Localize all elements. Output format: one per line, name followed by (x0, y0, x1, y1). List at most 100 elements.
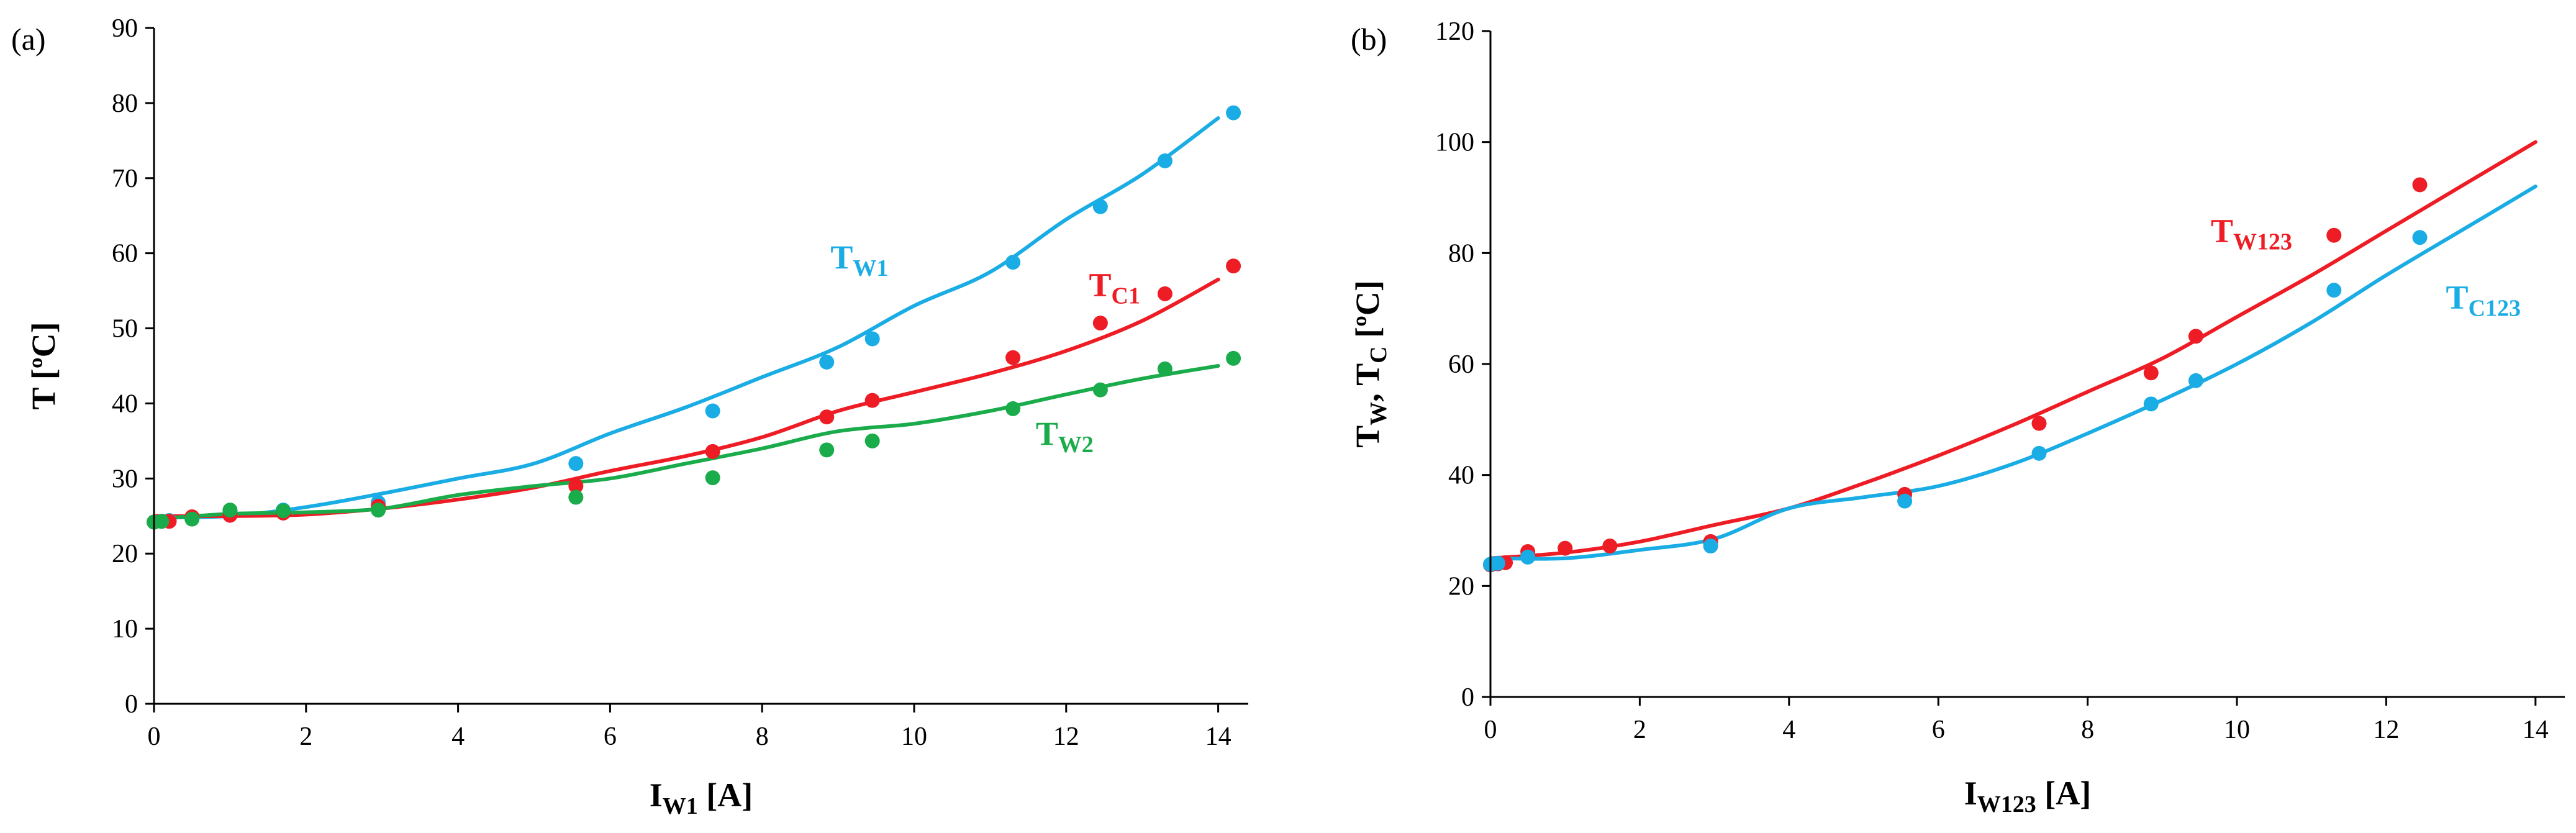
data-point-tw2 (568, 489, 584, 505)
y-tick-label: 80 (1448, 239, 1474, 268)
series-line-tw1 (152, 116, 1220, 520)
data-point-tw2 (1005, 401, 1021, 416)
x-tick-label: 4 (451, 722, 465, 751)
data-point-tc1 (705, 444, 720, 459)
x-tick-label: 14 (2523, 716, 2549, 744)
data-point-tc1 (1005, 350, 1021, 365)
data-point-tw2 (1226, 350, 1241, 366)
data-point-tc1 (1226, 258, 1241, 274)
x-tick-label: 12 (2373, 716, 2399, 744)
y-tick-label: 40 (112, 389, 138, 418)
data-point-tw123 (2188, 329, 2203, 344)
data-point-tc123 (1520, 549, 1536, 565)
x-tick-label: 14 (1205, 722, 1231, 751)
x-tick-label: 4 (1782, 716, 1795, 744)
series-label-tc1: TC1 (1089, 266, 1140, 309)
y-tick-label: 120 (1435, 17, 1474, 46)
panel-b-y-axis-title: TW, TC [ºC] (1349, 280, 1392, 448)
data-point-tw1 (1226, 105, 1241, 121)
x-tick-label: 0 (148, 722, 161, 751)
y-tick-label: 0 (125, 690, 138, 719)
data-point-tw123 (2326, 227, 2342, 243)
data-point-tc1 (568, 478, 584, 494)
x-tick-label: 8 (756, 722, 769, 751)
data-point-tc123 (1897, 493, 1913, 509)
series-line-tw2 (152, 364, 1220, 521)
panel-a-x-axis-title-sub: W1 (663, 793, 698, 819)
data-point-tw2 (154, 514, 170, 529)
y-tick-label: 30 (112, 465, 138, 493)
y-tick-label: 100 (1435, 129, 1474, 157)
panel-b-y-title-unit: [ºC] (1349, 280, 1386, 346)
series-line-tc123 (1489, 184, 2537, 561)
x-tick-label: 2 (1633, 716, 1646, 744)
x-tick-label: 6 (1932, 716, 1945, 744)
panel-b-x-axis-title: IW123 [A] (1964, 775, 2091, 817)
panel-b-x-axis-title-sub: W123 (1977, 791, 2036, 817)
data-point-tc123 (2326, 283, 2342, 298)
data-point-tc123 (2188, 373, 2203, 388)
data-point-tw2 (864, 433, 880, 448)
data-point-tw2 (371, 503, 386, 518)
data-point-tw2 (222, 503, 238, 518)
data-point-tw1 (568, 456, 584, 471)
chart-panel-a: (a) 0 10 20 30 40 50 60 70 80 90 0 2 4 6 8 10 12 14 TW1 T… (11, 14, 1248, 819)
data-point-tw2 (705, 470, 720, 486)
series-label-tw123: TW123 (2211, 212, 2292, 255)
y-tick-label: 50 (112, 315, 138, 344)
data-point-tc123 (2412, 230, 2428, 245)
x-tick-label: 10 (901, 722, 927, 751)
panel-b-y-title-t2: , T (1349, 363, 1386, 402)
panel-a-x-axis-title: IW1 [A] (650, 776, 753, 819)
panel-a-x-axis-title-unit: [A] (698, 776, 753, 814)
series-label-tw1: TW1 (830, 239, 888, 281)
data-point-tw2 (276, 503, 291, 519)
x-tick-label: 2 (299, 722, 312, 751)
y-tick-label: 60 (112, 240, 138, 268)
data-point-tw123 (2412, 177, 2428, 193)
panel-b-y-title-sub2: C (1366, 346, 1392, 363)
y-tick-label: 40 (1448, 462, 1474, 490)
data-point-tw2 (1092, 382, 1108, 398)
x-tick-label: 0 (1484, 716, 1497, 744)
panel-b-x-axis-title-main: I (1964, 775, 1977, 812)
data-point-tw1 (864, 331, 880, 347)
x-tick-label: 6 (604, 722, 617, 751)
data-point-tw123 (2143, 365, 2159, 381)
y-tick-label: 90 (112, 14, 138, 43)
data-point-tw1 (1157, 153, 1172, 168)
series-label-tw2: TW2 (1036, 415, 1094, 458)
data-point-tw1 (1092, 199, 1108, 214)
data-point-tw123 (1558, 540, 1573, 556)
panel-b-y-title-t1: T (1349, 426, 1386, 448)
y-tick-label: 60 (1448, 350, 1474, 379)
data-point-tw1 (1005, 255, 1021, 270)
data-point-tw123 (2031, 416, 2047, 431)
data-point-tc123 (2031, 445, 2047, 461)
y-tick-label: 20 (1448, 572, 1474, 601)
data-point-tw1 (819, 354, 835, 370)
series-line-tw123 (1489, 140, 2537, 560)
series-label-tc123: TC123 (2446, 279, 2521, 322)
y-tick-label: 0 (1461, 683, 1474, 712)
x-tick-label: 12 (1053, 722, 1079, 751)
panel-b-x-axis-title-unit: [A] (2036, 775, 2091, 812)
panel-b-y-title-sub1: W (1366, 402, 1392, 426)
data-point-tw123 (1602, 539, 1618, 554)
data-point-tw1 (705, 403, 720, 419)
data-point-tc123 (1490, 555, 1506, 571)
data-point-tc1 (1092, 316, 1108, 331)
data-point-tw2 (1157, 361, 1172, 376)
panel-a-y-axis-title: T [ºC] (25, 322, 62, 409)
y-tick-label: 10 (112, 615, 138, 644)
x-tick-label: 10 (2224, 716, 2250, 744)
data-point-tc123 (2143, 396, 2159, 412)
data-point-tc1 (819, 409, 835, 425)
panel-b-label: (b) (1351, 22, 1387, 57)
data-point-tc1 (1157, 286, 1172, 301)
y-tick-label: 20 (112, 540, 138, 568)
data-point-tc123 (1703, 539, 1718, 554)
panel-a-label: (a) (11, 22, 46, 57)
